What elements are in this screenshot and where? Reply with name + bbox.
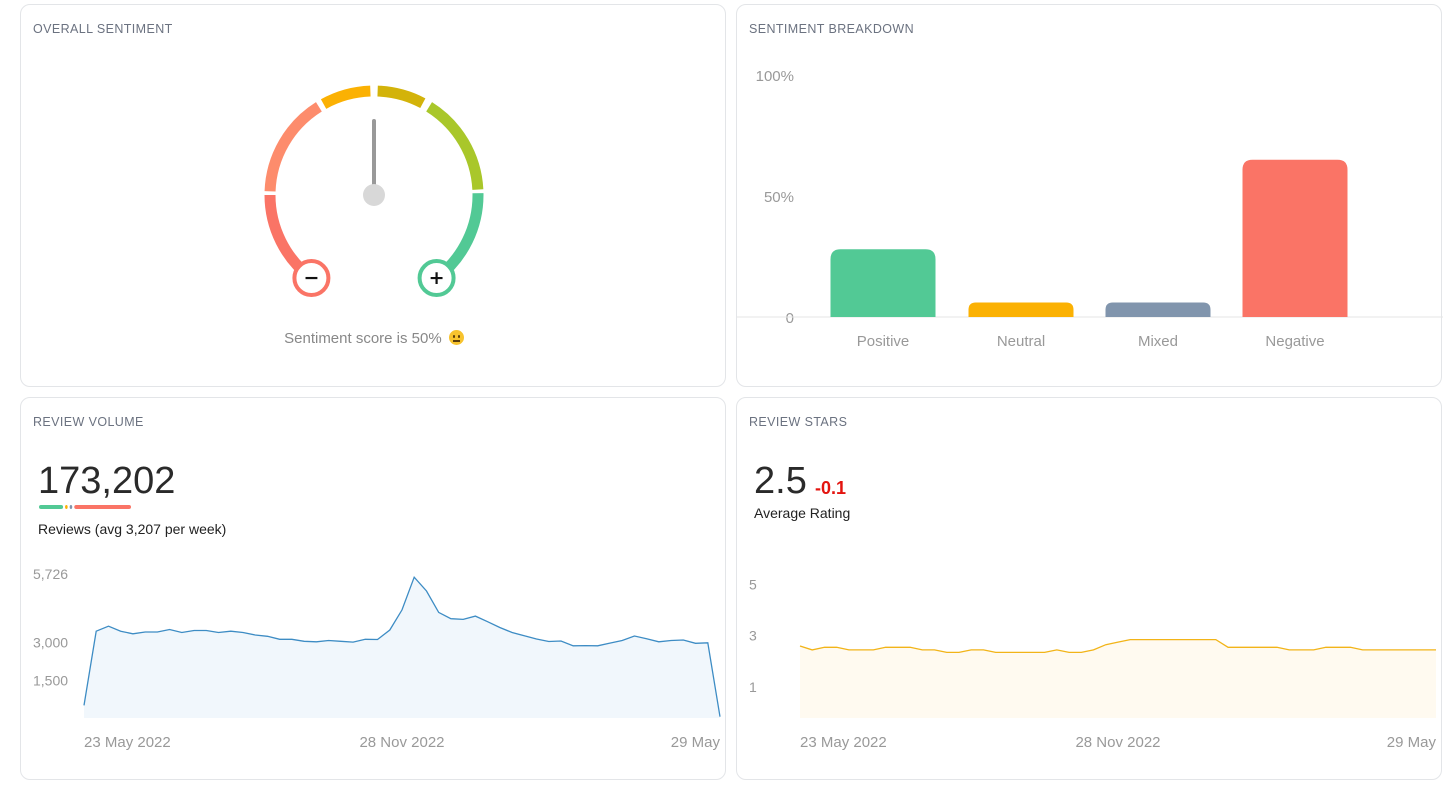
y-tick-label: 50% [764,189,794,206]
neutral-face-icon [448,330,464,345]
x-tick-label: 23 May 2022 [84,734,171,751]
average-rating-label: Average Rating [754,505,851,521]
bar-mixed [1105,302,1211,317]
review-stars-line [799,638,1436,654]
y-tick-label: 5 [749,576,757,592]
overall-sentiment-title: OVERALL SENTIMENT [33,22,173,36]
y-tick-label: 1 [749,679,757,695]
bar-positive [830,249,936,317]
y-tick-label: 3 [749,628,757,644]
y-tick-label: 3,000 [33,635,68,651]
bar-neutral [968,302,1074,317]
review-volume-area-fill [84,577,720,718]
plus-icon: + [429,267,445,289]
bar-negative [1242,159,1348,317]
x-tick-label: 23 May 2022 [800,734,887,751]
sentiment-score-caption: Sentiment score is 50% [21,330,727,347]
review-stars-chart: 1 3 5 23 May 2022 28 Nov 2022 29 May [749,576,1437,751]
x-tick-label: Positive [857,333,910,350]
minus-icon: − [303,267,319,289]
sentiment-gauge: − + [264,85,484,298]
gauge-arc-segment-2 [264,102,322,192]
x-tick-label: Negative [1265,333,1324,350]
review-volume-subtitle: Reviews (avg 3,207 per week) [38,521,227,537]
y-tick-label: 1,500 [33,672,68,688]
review-stars-area-fill [800,639,1436,718]
x-tick-label: 29 May [1387,734,1437,751]
review-stars-title: REVIEW STARS [749,415,848,429]
gauge-arc-segment-4 [377,85,426,109]
x-tick-label: 28 Nov 2022 [359,734,444,751]
average-rating-value: 2.5 [754,460,807,502]
x-tick-label: 28 Nov 2022 [1075,734,1160,751]
x-tick-label: Mixed [1138,333,1178,350]
y-tick-label: 100% [756,68,794,85]
review-stars-card: REVIEW STARS 2.5 -0.1 Average Rating 1 3 5… [736,397,1442,780]
sentiment-breakdown-title: SENTIMENT BREAKDOWN [749,22,915,36]
gauge-arc-segment-3 [320,85,371,109]
gauge-arc-segment-5 [426,102,484,190]
sentiment-breakdown-chart: 0 50% 100% Positive Neutral Mixed Negative [737,68,1443,350]
y-tick-label: 0 [786,310,794,327]
sentiment-bar-mixed [69,505,73,509]
gauge-needle-hub [363,184,385,206]
sentiment-bar-neutral [65,505,68,509]
gauge-max-marker [417,259,456,298]
review-volume-title: REVIEW VOLUME [33,415,144,429]
review-volume-chart: 1,500 3,000 5,726 23 May 2022 28 Nov 2022 29 … [33,566,721,751]
x-tick-label: Neutral [997,333,1045,350]
sentiment-bar-negative [74,505,131,509]
review-total: 173,202 [38,460,176,502]
review-volume-card: REVIEW VOLUME 173,202 Reviews (avg 3,207… [20,397,726,780]
overall-sentiment-card: OVERALL SENTIMENT − + Sentiment score is … [20,4,726,387]
gauge-min-marker [292,259,331,298]
x-tick-label: 29 May [671,734,721,751]
rating-delta: -0.1 [815,478,847,498]
y-tick-label: 5,726 [33,566,68,582]
review-volume-line [83,575,721,717]
review-sentiment-bar [39,505,131,509]
sentiment-breakdown-card: SENTIMENT BREAKDOWN 0 50% 100% Positive Neut… [736,4,1443,387]
sentiment-bar-positive [39,505,64,509]
